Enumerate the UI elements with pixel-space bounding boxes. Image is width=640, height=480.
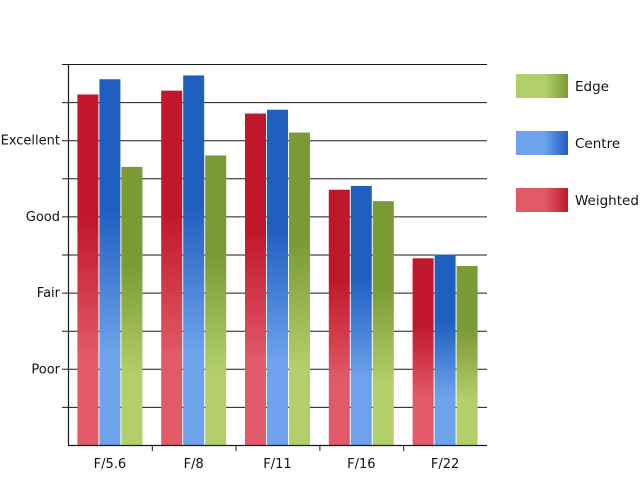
bar-weighted-f-5-6: [77, 94, 99, 445]
legend-label-edge: Edge: [575, 79, 609, 95]
x-tick-label-f-5-6: F/5.6: [94, 457, 127, 472]
legend-swatch-edge: [516, 74, 568, 98]
bar-edge-f-22: [456, 265, 478, 445]
y-tick-label-good: Good: [26, 210, 60, 225]
legend-item-centre: Centre: [516, 131, 620, 155]
bar-edge-f-11: [289, 132, 310, 445]
bar-weighted-f-16: [328, 189, 350, 445]
axes: [67, 64, 487, 451]
bar-edge-f-16: [372, 201, 394, 445]
legend-label-centre: Centre: [575, 136, 620, 152]
bars: [77, 75, 478, 446]
bar-edge-f-5-6: [121, 166, 143, 445]
legend-swatch-weighted: [516, 188, 568, 212]
bar-centre-f-22: [434, 254, 456, 445]
bar-edge-f-8: [205, 155, 227, 445]
legend-swatch-centre: [516, 131, 568, 155]
legend: Edge Centre Weighted: [516, 74, 639, 212]
legend-label-weighted: Weighted: [575, 193, 639, 209]
legend-item-weighted: Weighted: [516, 188, 639, 212]
bar-centre-f-11: [267, 109, 288, 445]
x-tick-label-f-11: F/11: [263, 457, 291, 472]
legend-item-edge: Edge: [516, 74, 609, 98]
x-tick-label-f-16: F/16: [347, 457, 375, 472]
bar-centre-f-16: [350, 185, 372, 446]
bar-weighted-f-22: [412, 258, 434, 445]
bar-centre-f-5-6: [99, 79, 121, 446]
tick-labels: Poor Fair Good Excellent F/5.6 F/8 F/11 F/16 F/2…: [1, 134, 460, 472]
y-tick-label-poor: Poor: [31, 362, 60, 377]
x-tick-label-f-8: F/8: [184, 457, 204, 472]
y-tick-label-excellent: Excellent: [1, 134, 60, 149]
bar-weighted-f-11: [245, 113, 266, 445]
y-tick-label-fair: Fair: [37, 286, 61, 301]
bar-centre-f-8: [183, 75, 205, 446]
bar-weighted-f-8: [161, 90, 183, 446]
x-tick-label-f-22: F/22: [431, 457, 459, 472]
